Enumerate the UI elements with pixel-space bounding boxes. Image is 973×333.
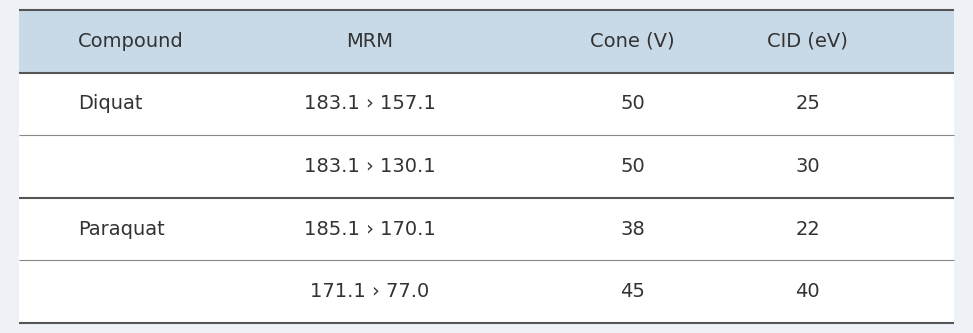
- Text: 45: 45: [620, 282, 645, 301]
- Text: 38: 38: [620, 219, 645, 239]
- Text: 183.1 › 157.1: 183.1 › 157.1: [304, 94, 436, 114]
- Text: 171.1 › 77.0: 171.1 › 77.0: [310, 282, 429, 301]
- Text: Paraquat: Paraquat: [78, 219, 164, 239]
- Text: Cone (V): Cone (V): [591, 32, 674, 51]
- Text: 50: 50: [620, 157, 645, 176]
- FancyBboxPatch shape: [19, 73, 954, 323]
- FancyBboxPatch shape: [19, 10, 954, 73]
- Text: CID (eV): CID (eV): [767, 32, 848, 51]
- Text: 40: 40: [795, 282, 820, 301]
- Text: 185.1 › 170.1: 185.1 › 170.1: [304, 219, 436, 239]
- Text: Diquat: Diquat: [78, 94, 142, 114]
- Text: 25: 25: [795, 94, 820, 114]
- Text: 50: 50: [620, 94, 645, 114]
- Text: 30: 30: [795, 157, 820, 176]
- Text: 22: 22: [795, 219, 820, 239]
- Text: 183.1 › 130.1: 183.1 › 130.1: [304, 157, 436, 176]
- Text: Compound: Compound: [78, 32, 184, 51]
- Text: MRM: MRM: [346, 32, 393, 51]
